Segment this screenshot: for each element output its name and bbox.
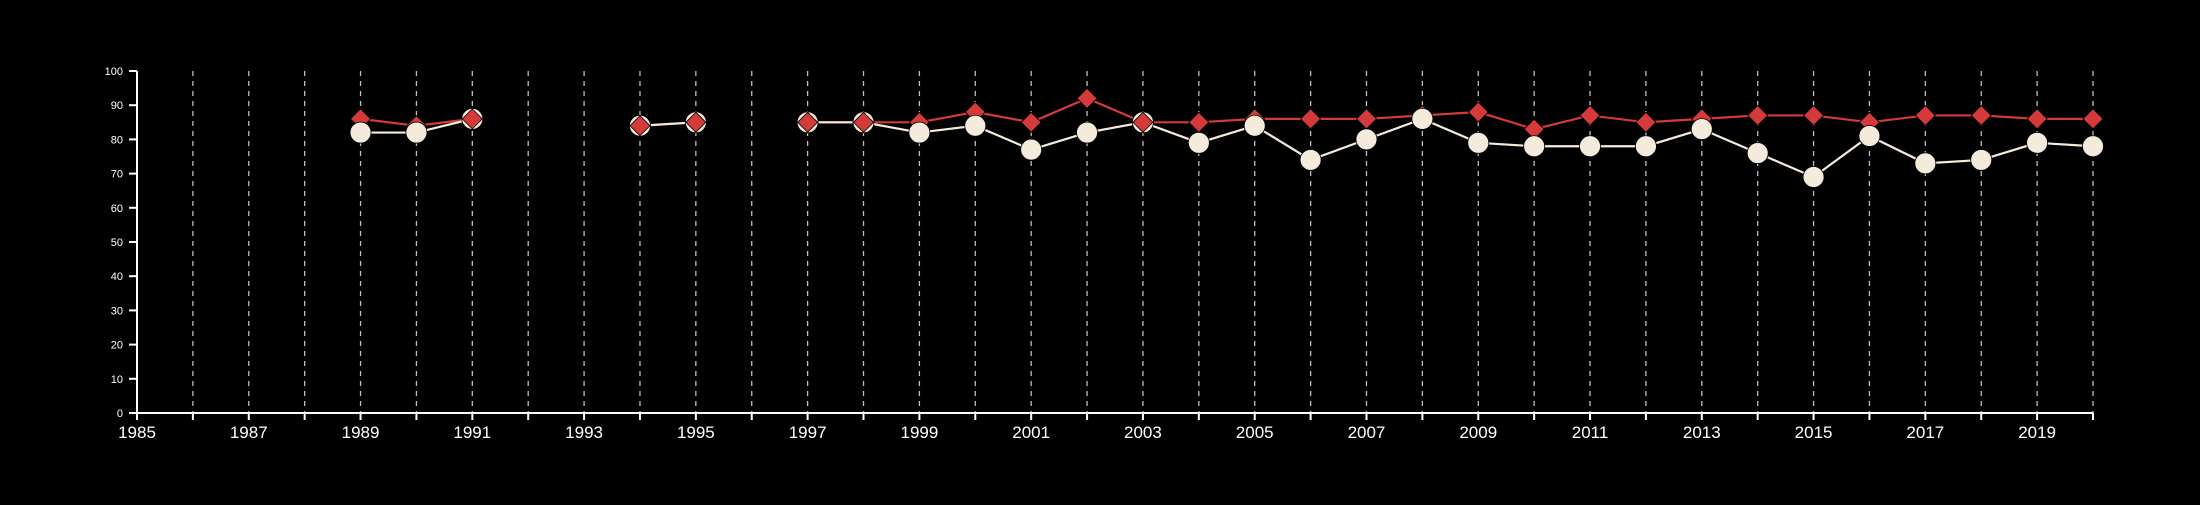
x-tick-label: 2001	[1012, 423, 1050, 442]
x-tick-label: 1999	[900, 423, 938, 442]
data-point-circle	[1020, 138, 1043, 161]
data-point-diamond	[629, 115, 651, 137]
y-tick-label: 0	[117, 408, 123, 420]
x-tick-label: 1985	[118, 423, 156, 442]
x-tick-label: 2017	[1906, 423, 1944, 442]
data-point-circle	[2082, 135, 2104, 158]
y-tick-label: 40	[111, 271, 123, 283]
series-line-red	[807, 97, 2093, 131]
data-point-circle	[1914, 152, 1937, 175]
y-tick-label: 70	[111, 169, 123, 181]
data-point-diamond	[1635, 111, 1657, 133]
data-point-diamond	[685, 111, 707, 133]
grid-layer	[192, 71, 2094, 413]
data-point-circle	[1355, 128, 1378, 151]
y-tick-label: 60	[111, 203, 123, 215]
x-tick-label: 1987	[230, 423, 268, 442]
x-tick-label: 2013	[1683, 423, 1721, 442]
data-point-circle	[2026, 131, 2049, 154]
y-tick-label: 50	[111, 237, 123, 249]
x-tick-label: 1991	[453, 423, 491, 442]
data-point-diamond	[1020, 111, 1042, 133]
y-tick-label: 80	[111, 134, 123, 146]
data-point-circle	[1467, 131, 1490, 154]
x-tick-label: 2005	[1236, 423, 1274, 442]
data-point-diamond	[1076, 87, 1098, 109]
y-tick-label: 100	[105, 66, 123, 78]
data-point-circle	[1523, 135, 1546, 158]
y-tick-label: 90	[111, 100, 123, 112]
x-tick-label: 2015	[1795, 423, 1833, 442]
data-point-circle	[349, 121, 372, 144]
data-point-diamond	[1467, 101, 1489, 123]
data-point-circle	[1076, 121, 1098, 144]
y-tick-label: 30	[111, 305, 123, 317]
data-point-circle	[964, 114, 987, 137]
x-tick-label: 1997	[789, 423, 827, 442]
data-point-circle	[1802, 166, 1825, 188]
x-tick-label: 1989	[342, 423, 380, 442]
data-point-diamond	[1914, 104, 1936, 127]
data-point-diamond	[1355, 108, 1378, 130]
x-tick-label: 2011	[1572, 423, 1609, 442]
data-point-circle	[1970, 149, 1993, 171]
x-tick-label: 2009	[1459, 423, 1497, 442]
series-layer	[349, 87, 2104, 188]
data-point-diamond	[1803, 104, 1825, 127]
data-point-circle	[1299, 149, 1322, 171]
data-point-diamond	[1579, 104, 1601, 127]
data-point-diamond	[1188, 111, 1210, 133]
data-point-circle	[1187, 131, 1210, 154]
axis-layer: 1985 1987 1989 1991 1993 1995 1997 1999 2001 2003…	[105, 66, 2094, 442]
x-tick-label: 1993	[565, 423, 603, 442]
data-point-circle	[908, 121, 931, 144]
data-point-diamond	[2026, 108, 2048, 130]
data-point-circle	[1579, 135, 1601, 158]
data-point-circle	[1746, 142, 1769, 164]
x-tick-label: 2007	[1348, 423, 1386, 442]
series-line-cream	[807, 117, 2094, 179]
data-point-diamond	[1747, 104, 1769, 127]
data-point-circle	[1858, 125, 1881, 147]
data-point-circle	[1690, 118, 1713, 141]
data-point-diamond	[1300, 108, 1322, 130]
data-point-diamond	[852, 111, 875, 133]
x-tick-label: 1995	[677, 423, 715, 442]
data-point-circle	[1411, 107, 1434, 130]
data-point-diamond	[1970, 104, 1992, 127]
data-point-circle	[405, 121, 428, 144]
data-point-circle	[1635, 135, 1657, 158]
data-point-circle	[1243, 114, 1266, 137]
x-tick-label: 2003	[1124, 423, 1162, 442]
y-tick-label: 10	[111, 374, 123, 386]
y-tick-label: 20	[111, 340, 123, 352]
x-tick-label: 2019	[2018, 423, 2056, 442]
data-point-diamond	[797, 111, 819, 133]
data-point-diamond	[2082, 108, 2104, 130]
data-point-diamond	[461, 108, 483, 130]
data-point-diamond	[1132, 111, 1154, 133]
